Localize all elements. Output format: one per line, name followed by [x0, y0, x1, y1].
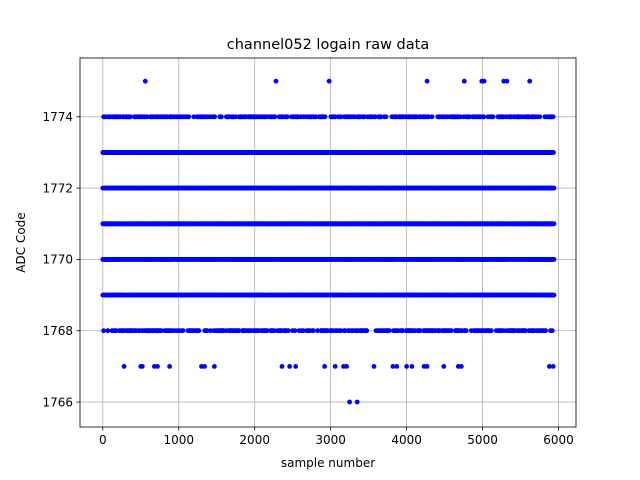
data-point — [271, 328, 277, 334]
data-point — [364, 328, 370, 334]
data-point — [113, 328, 119, 334]
data-point — [417, 328, 423, 334]
data-point — [236, 328, 242, 334]
data-point — [551, 257, 557, 262]
data-point — [523, 328, 528, 334]
data-point — [315, 328, 320, 334]
data-point — [233, 114, 239, 120]
data-point — [101, 328, 106, 334]
data-point — [543, 328, 548, 334]
data-point — [551, 150, 556, 155]
data-point — [338, 328, 344, 334]
data-point — [219, 114, 224, 120]
data-point — [292, 328, 298, 334]
data-point — [551, 185, 557, 191]
data-point — [196, 328, 202, 334]
data-point — [551, 221, 557, 227]
data-point — [488, 328, 494, 334]
data-point — [285, 328, 291, 334]
data-points — [100, 78, 557, 405]
data-point — [158, 328, 164, 334]
data-point — [186, 114, 192, 120]
data-point — [448, 328, 454, 334]
data-point — [387, 328, 392, 334]
data-point — [212, 114, 218, 120]
data-point — [180, 328, 186, 334]
data-point — [400, 328, 406, 334]
data-point — [342, 328, 348, 334]
data-point — [105, 328, 111, 334]
data-point — [549, 328, 555, 334]
data-point — [300, 328, 306, 334]
data-point — [144, 114, 150, 120]
data-point — [265, 328, 270, 334]
data-point — [310, 328, 316, 334]
data-point — [551, 292, 557, 298]
data-point — [204, 328, 210, 334]
data-point — [208, 328, 214, 334]
data-point — [127, 114, 133, 120]
data-point — [463, 328, 469, 334]
data-point — [191, 114, 197, 120]
